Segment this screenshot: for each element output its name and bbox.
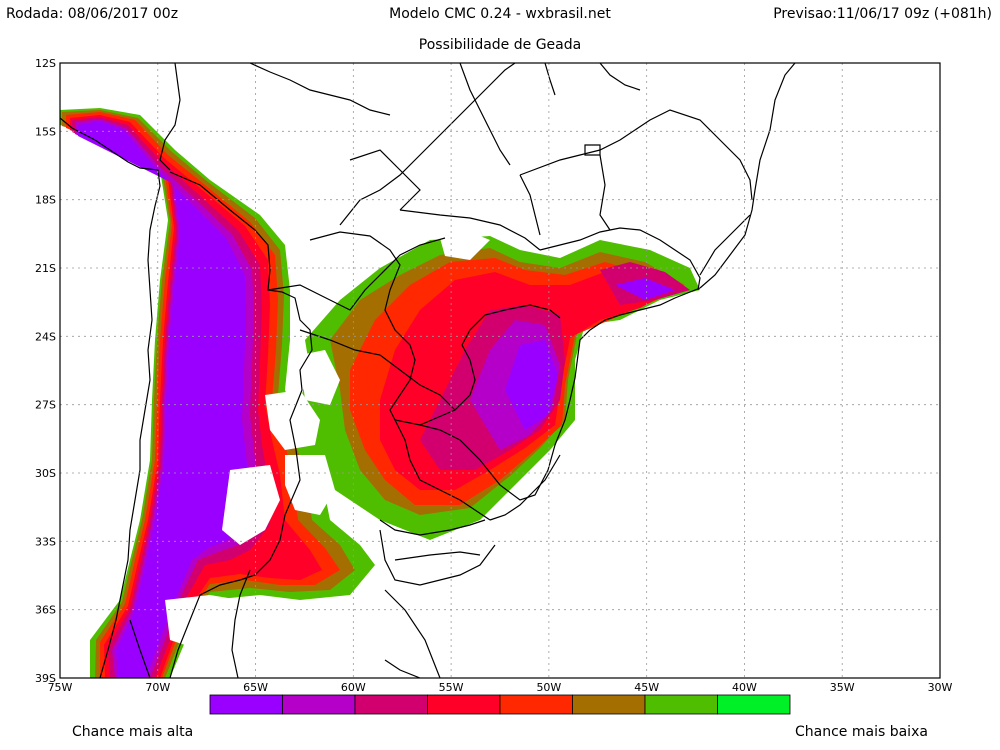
lat-label: 15S xyxy=(35,125,56,138)
lon-label: 35W xyxy=(830,681,855,694)
lat-label: 27S xyxy=(35,399,56,412)
legend-swatch xyxy=(354,694,428,715)
legend-high-label: Chance mais alta xyxy=(72,724,194,740)
lat-label: 36S xyxy=(35,604,56,617)
frost-shading xyxy=(60,108,700,678)
lon-label: 70W xyxy=(145,681,170,694)
lon-label: 60W xyxy=(341,681,366,694)
legend-swatch xyxy=(572,694,646,715)
lat-label: 30S xyxy=(35,467,56,480)
legend-swatch xyxy=(644,694,718,715)
lat-label: 33S xyxy=(35,535,56,548)
lat-lon-grid xyxy=(60,63,940,678)
frost-zone-purple-east xyxy=(505,340,558,430)
lon-label: 40W xyxy=(732,681,757,694)
legend-swatch xyxy=(717,694,791,715)
lat-label: 21S xyxy=(35,262,56,275)
lon-label: 65W xyxy=(243,681,268,694)
map-title: Possibilidade de Geada xyxy=(418,37,582,53)
legend-swatch xyxy=(282,694,356,715)
longitude-labels: 75W 70W 65W 60W 55W 50W 45W 40W 35W 30W xyxy=(48,681,953,694)
lon-label: 30W xyxy=(928,681,953,694)
lon-label: 50W xyxy=(536,681,561,694)
map-frame xyxy=(59,62,941,679)
frost-zone-purple-west xyxy=(78,121,250,678)
model-name-label: Modelo CMC 0.24 - wxbrasil.net xyxy=(389,6,611,22)
lat-label: 18S xyxy=(35,194,56,207)
latitude-labels: 12S 15S 18S 21S 24S 27S 30S 33S 36S 39S xyxy=(35,57,56,685)
run-date-label: Rodada: 08/06/2017 00z xyxy=(6,6,179,22)
lon-label: 75W xyxy=(48,681,73,694)
legend-swatch xyxy=(209,694,283,715)
legend-swatch xyxy=(499,694,573,715)
legend-swatch xyxy=(427,694,501,715)
lat-label: 39S xyxy=(35,672,56,685)
lat-label: 24S xyxy=(35,330,56,343)
lon-label: 45W xyxy=(634,681,659,694)
forecast-time-label: Previsao:11/06/17 09z (+081h) xyxy=(773,6,992,22)
legend-low-label: Chance mais baixa xyxy=(795,724,928,740)
color-legend xyxy=(209,694,791,715)
lon-label: 55W xyxy=(439,681,464,694)
lat-label: 12S xyxy=(35,57,56,70)
country-borders xyxy=(60,63,796,678)
